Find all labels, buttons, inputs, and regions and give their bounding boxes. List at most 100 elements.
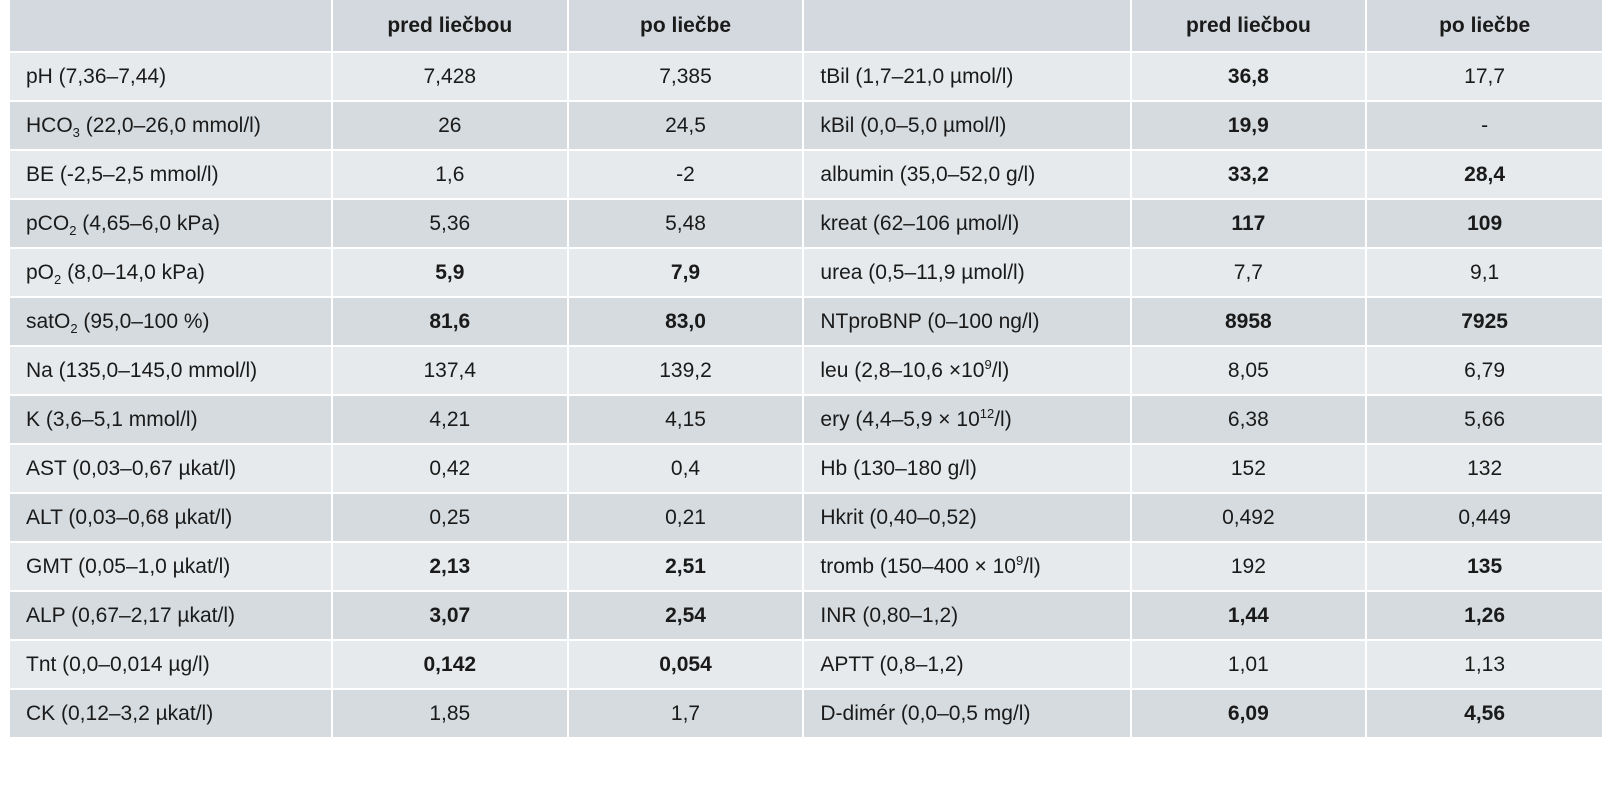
value-before-right: 6,38 xyxy=(1130,395,1368,445)
table-row: AST (0,03–0,67 µkat/l) 0,42 0,4 Hb (130–180… xyxy=(10,444,1602,494)
value-before-right: 192 xyxy=(1130,542,1368,592)
value-after-left: 7,9 xyxy=(567,248,805,298)
value-before-left: 5,36 xyxy=(331,199,569,249)
value-before-left: 81,6 xyxy=(331,297,569,347)
value-after-right: 109 xyxy=(1366,199,1602,249)
value-after-left: -2 xyxy=(567,150,805,200)
table-row: ALP (0,67–2,17 µkat/l) 3,07 2,54 INR (0,80–… xyxy=(10,591,1602,641)
parameter-label-left: BE (-2,5–2,5 mmol/l) xyxy=(10,150,333,200)
value-after-right: - xyxy=(1366,101,1602,151)
table-row: ALT (0,03–0,68 µkat/l) 0,25 0,21 Hkrit (0,4… xyxy=(10,493,1602,543)
value-before-right: 8,05 xyxy=(1130,346,1368,396)
table-row: HCO3 (22,0–26,0 mmol/l) 26 24,5 kBil (0,0–5… xyxy=(10,101,1602,151)
parameter-label-left: CK (0,12–3,2 µkat/l) xyxy=(10,689,333,739)
value-after-right: 135 xyxy=(1366,542,1602,592)
value-before-right: 8958 xyxy=(1130,297,1368,347)
parameter-label-left: K (3,6–5,1 mmol/l) xyxy=(10,395,333,445)
value-before-left: 5,9 xyxy=(331,248,569,298)
value-after-left: 0,4 xyxy=(567,444,805,494)
parameter-label-right: Hkrit (0,40–0,52) xyxy=(803,493,1132,543)
value-before-left: 2,13 xyxy=(331,542,569,592)
parameter-label-left: Tnt (0,0–0,014 µg/l) xyxy=(10,640,333,690)
parameter-label-right: albumin (35,0–52,0 g/l) xyxy=(803,150,1132,200)
value-after-right: 28,4 xyxy=(1366,150,1602,200)
parameter-label-left: ALT (0,03–0,68 µkat/l) xyxy=(10,493,333,543)
value-after-right: 7925 xyxy=(1366,297,1602,347)
parameter-label-left: GMT (0,05–1,0 µkat/l) xyxy=(10,542,333,592)
header-label-left xyxy=(10,0,333,53)
value-after-right: 6,79 xyxy=(1366,346,1602,396)
table-row: Tnt (0,0–0,014 µg/l) 0,142 0,054 APTT (0,8–… xyxy=(10,640,1602,690)
lab-results-table-container: pred liečbou po liečbe pred liečbou po l… xyxy=(10,0,1602,739)
value-after-left: 83,0 xyxy=(567,297,805,347)
parameter-label-right: kBil (0,0–5,0 µmol/l) xyxy=(803,101,1132,151)
value-before-left: 1,6 xyxy=(331,150,569,200)
value-after-right: 4,56 xyxy=(1366,689,1602,739)
value-before-right: 19,9 xyxy=(1130,101,1368,151)
table-row: Na (135,0–145,0 mmol/l) 137,4 139,2 leu (2,… xyxy=(10,346,1602,396)
parameter-label-right: leu (2,8–10,6 ×109/l) xyxy=(803,346,1132,396)
value-before-left: 4,21 xyxy=(331,395,569,445)
parameter-label-left: ALP (0,67–2,17 µkat/l) xyxy=(10,591,333,641)
table-row: pO2 (8,0–14,0 kPa) 5,9 7,9 urea (0,5–11,9 µ… xyxy=(10,248,1602,298)
parameter-label-left: HCO3 (22,0–26,0 mmol/l) xyxy=(10,101,333,151)
value-before-left: 0,25 xyxy=(331,493,569,543)
value-after-left: 24,5 xyxy=(567,101,805,151)
header-after-treatment-left: po liečbe xyxy=(567,0,805,53)
table-row: satO2 (95,0–100 %) 81,6 83,0 NTproBNP (0–10… xyxy=(10,297,1602,347)
value-after-left: 5,48 xyxy=(567,199,805,249)
value-after-right: 1,26 xyxy=(1366,591,1602,641)
value-after-right: 17,7 xyxy=(1366,52,1602,102)
parameter-label-left: pH (7,36–7,44) xyxy=(10,52,333,102)
value-after-right: 0,449 xyxy=(1366,493,1602,543)
table-row: K (3,6–5,1 mmol/l) 4,21 4,15 ery (4,4–5,9 ×… xyxy=(10,395,1602,445)
value-before-left: 1,85 xyxy=(331,689,569,739)
value-after-left: 0,054 xyxy=(567,640,805,690)
value-before-right: 1,44 xyxy=(1130,591,1368,641)
value-before-right: 7,7 xyxy=(1130,248,1368,298)
value-before-left: 7,428 xyxy=(331,52,569,102)
table-header-row: pred liečbou po liečbe pred liečbou po l… xyxy=(10,0,1602,53)
parameter-label-right: APTT (0,8–1,2) xyxy=(803,640,1132,690)
value-before-left: 137,4 xyxy=(331,346,569,396)
parameter-label-left: AST (0,03–0,67 µkat/l) xyxy=(10,444,333,494)
value-after-left: 7,385 xyxy=(567,52,805,102)
value-after-right: 9,1 xyxy=(1366,248,1602,298)
value-after-left: 0,21 xyxy=(567,493,805,543)
value-before-left: 0,142 xyxy=(331,640,569,690)
value-after-right: 132 xyxy=(1366,444,1602,494)
value-after-left: 4,15 xyxy=(567,395,805,445)
value-before-right: 117 xyxy=(1130,199,1368,249)
value-before-left: 0,42 xyxy=(331,444,569,494)
value-after-left: 2,54 xyxy=(567,591,805,641)
header-after-treatment-right: po liečbe xyxy=(1366,0,1602,53)
table-row: CK (0,12–3,2 µkat/l) 1,85 1,7 D-dimér (0,0–… xyxy=(10,689,1602,739)
parameter-label-right: tBil (1,7–21,0 µmol/l) xyxy=(803,52,1132,102)
value-before-right: 6,09 xyxy=(1130,689,1368,739)
value-after-right: 1,13 xyxy=(1366,640,1602,690)
header-before-treatment-left: pred liečbou xyxy=(331,0,569,53)
table-row: pH (7,36–7,44) 7,428 7,385 tBil (1,7–21,0 µ… xyxy=(10,52,1602,102)
parameter-label-left: satO2 (95,0–100 %) xyxy=(10,297,333,347)
parameter-label-right: tromb (150–400 × 109/l) xyxy=(803,542,1132,592)
value-after-left: 139,2 xyxy=(567,346,805,396)
header-label-right xyxy=(803,0,1132,53)
value-after-left: 1,7 xyxy=(567,689,805,739)
value-before-right: 1,01 xyxy=(1130,640,1368,690)
parameter-label-left: Na (135,0–145,0 mmol/l) xyxy=(10,346,333,396)
table-row: BE (-2,5–2,5 mmol/l) 1,6 -2 albumin (35,0–5… xyxy=(10,150,1602,200)
value-after-left: 2,51 xyxy=(567,542,805,592)
value-before-right: 36,8 xyxy=(1130,52,1368,102)
table-body: pH (7,36–7,44) 7,428 7,385 tBil (1,7–21,0 µ… xyxy=(10,52,1602,739)
value-before-left: 26 xyxy=(331,101,569,151)
table-row: pCO2 (4,65–6,0 kPa) 5,36 5,48 kreat (62–106… xyxy=(10,199,1602,249)
parameter-label-right: Hb (130–180 g/l) xyxy=(803,444,1132,494)
parameter-label-right: NTproBNP (0–100 ng/l) xyxy=(803,297,1132,347)
parameter-label-left: pCO2 (4,65–6,0 kPa) xyxy=(10,199,333,249)
parameter-label-right: kreat (62–106 µmol/l) xyxy=(803,199,1132,249)
parameter-label-right: INR (0,80–1,2) xyxy=(803,591,1132,641)
value-before-right: 152 xyxy=(1130,444,1368,494)
parameter-label-right: D-dimér (0,0–0,5 mg/l) xyxy=(803,689,1132,739)
value-before-right: 0,492 xyxy=(1130,493,1368,543)
parameter-label-left: pO2 (8,0–14,0 kPa) xyxy=(10,248,333,298)
